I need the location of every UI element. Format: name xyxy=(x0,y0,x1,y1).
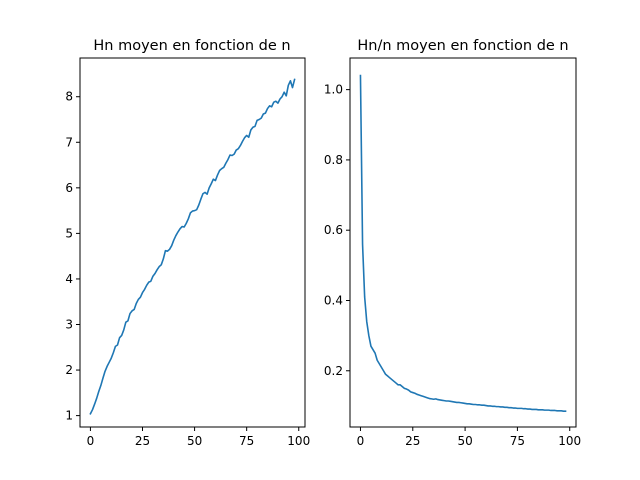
right-y-tick-label: 0.2 xyxy=(324,364,343,378)
right-x-tick-label: 100 xyxy=(558,434,581,448)
left-x-tick-label: 100 xyxy=(287,434,310,448)
left-x-tick-label: 75 xyxy=(239,434,254,448)
right-chart-axes-frame xyxy=(349,57,577,428)
left-x-tick-label: 25 xyxy=(135,434,150,448)
right-y-tick-label: 1.0 xyxy=(324,83,343,97)
right-series-line xyxy=(359,74,567,412)
left-y-tick-label: 1 xyxy=(65,409,73,423)
right-x-tick-label: 25 xyxy=(405,434,420,448)
right-x-tick-label: 50 xyxy=(457,434,472,448)
left-chart-plot: 0 25 50 75 100 1 2 3 4 5 6 7 8 xyxy=(65,78,310,448)
right-y-tick-label: 0.8 xyxy=(324,153,343,167)
left-series-line xyxy=(89,78,296,415)
left-y-tick-label: 4 xyxy=(65,272,73,286)
left-y-tick-label: 6 xyxy=(65,181,73,195)
left-x-tick-label: 0 xyxy=(87,434,95,448)
left-x-tick-label: 50 xyxy=(187,434,202,448)
right-x-tick-label: 75 xyxy=(510,434,525,448)
left-y-tick-label: 5 xyxy=(65,226,73,240)
left-chart-axes-frame xyxy=(79,57,306,428)
right-x-tick-label: 0 xyxy=(357,434,365,448)
left-y-tick-label: 8 xyxy=(65,90,73,104)
right-chart-title: Hn/n moyen en fonction de n xyxy=(357,38,568,54)
left-y-tick-label: 7 xyxy=(65,135,73,149)
left-y-tick-label: 2 xyxy=(65,363,73,377)
left-chart: Hn moyen en fonction de n 0 25 50 75 1001234… xyxy=(65,38,310,448)
right-chart: Hn/n moyen en fonction de n 0 25 50 75 100 0.… xyxy=(324,38,581,448)
right-y-tick-label: 0.4 xyxy=(324,293,343,307)
left-y-tick-label: 3 xyxy=(65,318,73,332)
left-chart-title: Hn moyen en fonction de n xyxy=(93,38,290,54)
right-chart-plot: 0 25 50 75 100 0.2 0.4 0.6 0.8 1.0 xyxy=(324,74,581,448)
right-y-tick-label: 0.6 xyxy=(324,223,343,237)
